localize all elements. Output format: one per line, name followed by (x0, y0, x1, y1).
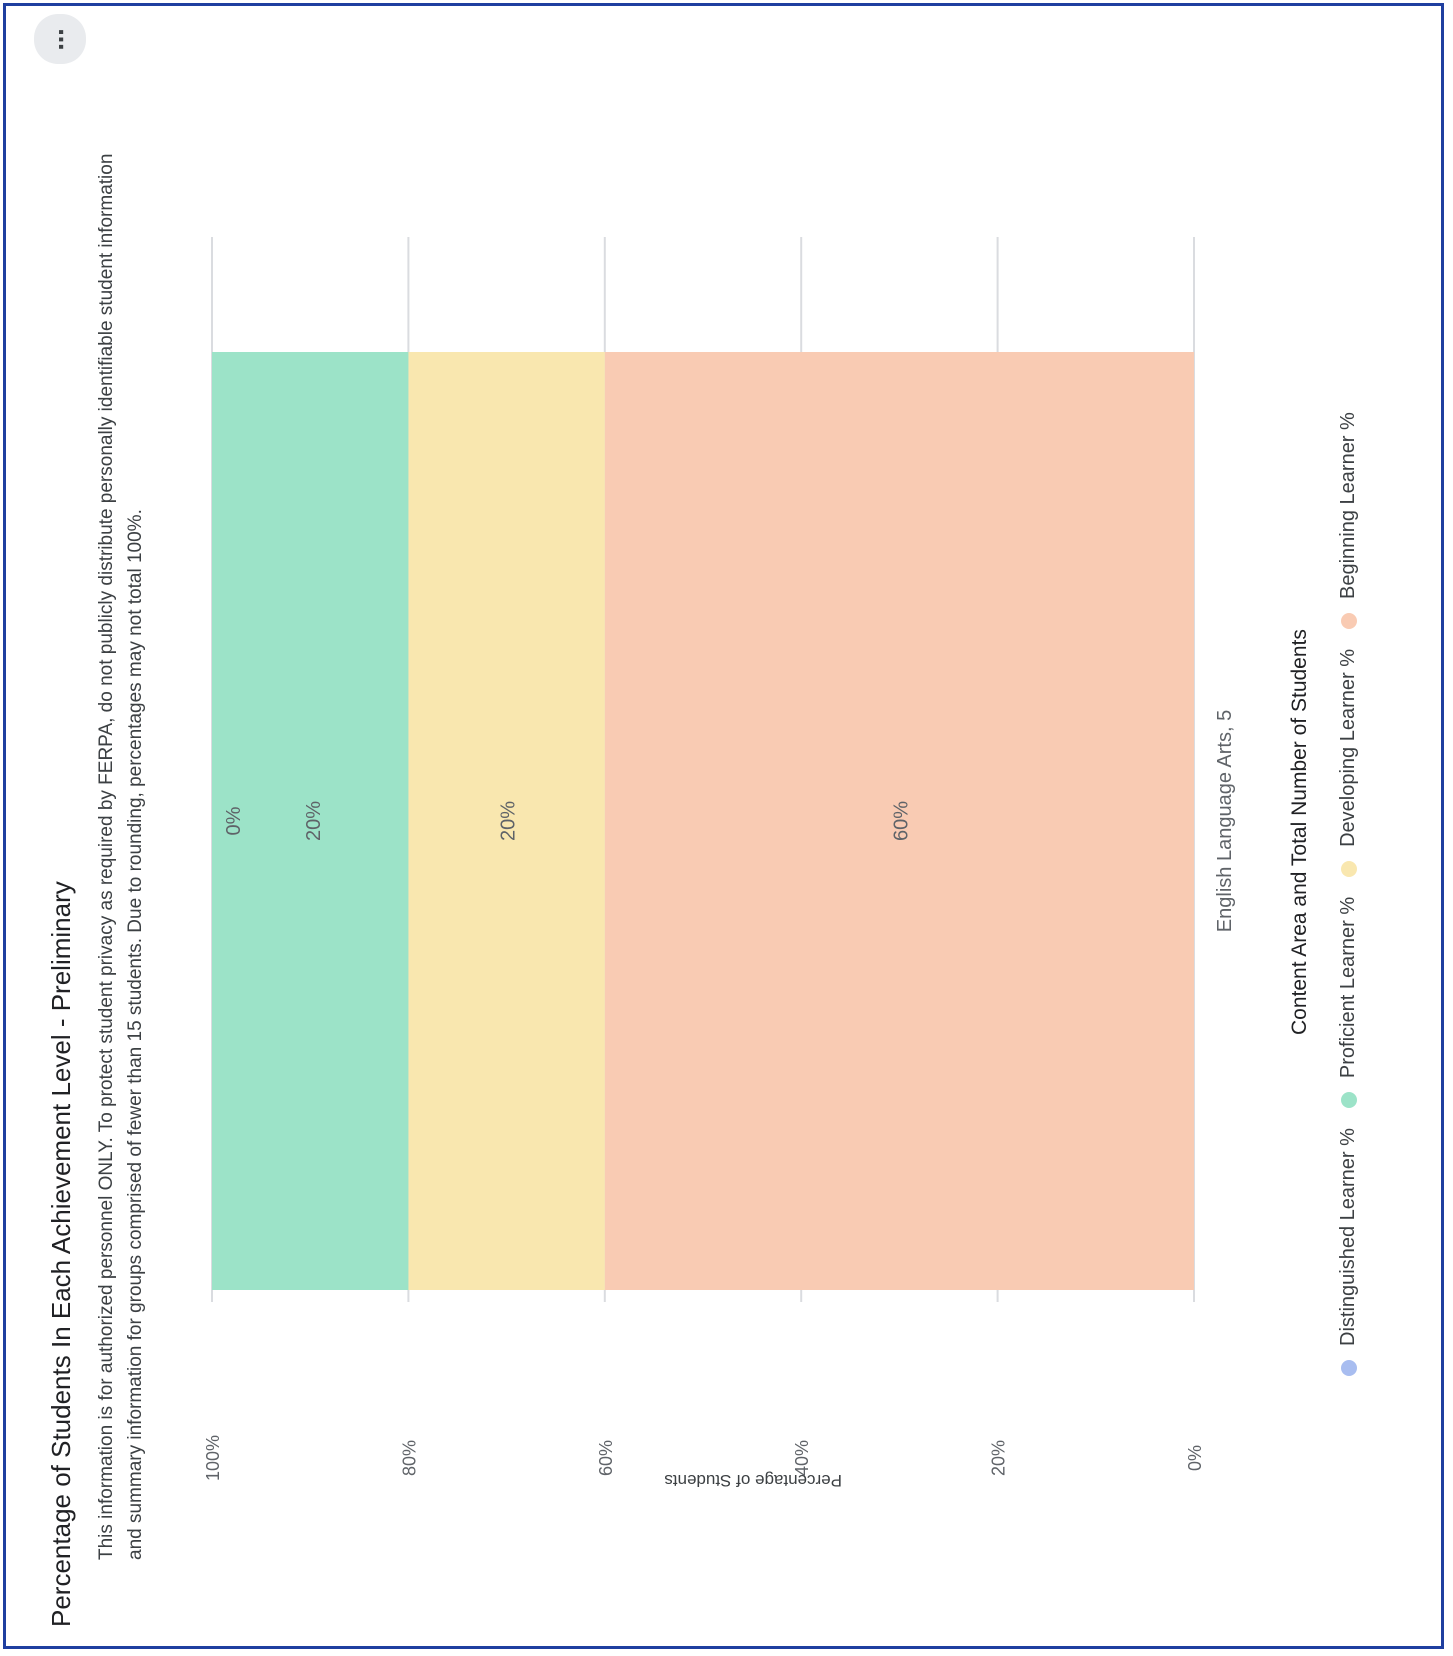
bar-segment[interactable] (212, 352, 409, 1290)
legend-label: Proficient Learner % (1337, 896, 1359, 1079)
legend-item[interactable]: Beginning Learner % (1337, 412, 1360, 629)
bar-segment[interactable] (604, 352, 1194, 1290)
y-tick-label: 20% (989, 1440, 1009, 1476)
data-label: 20% (498, 801, 520, 841)
legend-item[interactable]: Distinguished Learner % (1337, 1128, 1360, 1376)
more-options-button[interactable]: ⋯ (34, 14, 86, 64)
legend-dot-icon (1340, 860, 1357, 877)
y-tick-labels: 0% 20% 40% 60% 80% 100% (203, 1435, 1205, 1481)
y-tick-label: 80% (399, 1440, 419, 1476)
y-tick-label: 60% (596, 1440, 616, 1476)
category-label: English Language Arts, 5 (1214, 710, 1236, 932)
legend-item[interactable]: Developing Learner % (1337, 649, 1360, 877)
y-tick-label: 40% (792, 1440, 812, 1476)
legend-dot-icon (1340, 1360, 1357, 1376)
legend: Distinguished Learner % Proficient Learne… (1337, 392, 1360, 1376)
y-tick-label: 0% (1185, 1445, 1205, 1471)
data-label: 20% (303, 801, 325, 841)
bar-segment[interactable] (408, 352, 605, 1290)
legend-label: Developing Learner % (1337, 648, 1359, 847)
x-axis-title: Content Area and Total Number of Student… (1288, 629, 1311, 1035)
category-labels: English Language Arts, 5 (1214, 710, 1236, 932)
y-tick-label: 100% (203, 1435, 223, 1481)
bars: 60% 20% 20% 0% (212, 352, 1194, 1290)
legend-dot-icon (1340, 612, 1357, 629)
legend-dot-icon (1340, 1092, 1357, 1109)
legend-label: Distinguished Learner % (1337, 1128, 1359, 1346)
data-label: 60% (890, 801, 912, 841)
legend-label: Beginning Learner % (1337, 412, 1359, 599)
data-label: 0% (223, 806, 245, 835)
legend-item[interactable]: Proficient Learner % (1337, 896, 1360, 1109)
